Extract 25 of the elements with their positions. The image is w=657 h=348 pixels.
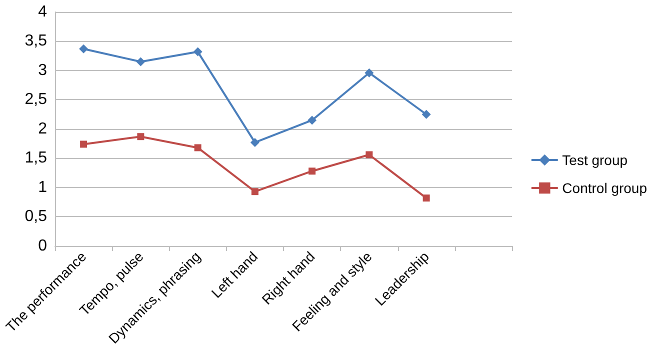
point	[193, 47, 202, 56]
point	[422, 194, 430, 202]
legend-label: Test group	[562, 152, 628, 168]
point	[137, 133, 144, 140]
point	[79, 44, 88, 54]
y-tick-label: 1	[38, 179, 48, 196]
point	[136, 57, 146, 66]
point	[364, 68, 374, 78]
y-tick-label: 1,5	[24, 150, 48, 167]
point	[366, 151, 373, 158]
y-tick-label: 3,5	[24, 32, 48, 50]
y-tick-label: 0,5	[24, 208, 48, 226]
point	[308, 116, 317, 125]
y-tick-label: 2	[38, 120, 48, 138]
y-tick-label: 2,5	[24, 91, 48, 108]
point	[250, 138, 260, 147]
point	[194, 144, 202, 152]
point	[308, 168, 316, 175]
y-tick-label: 4	[38, 4, 48, 20]
point	[80, 140, 88, 148]
legend-label: Control group	[562, 180, 648, 196]
y-tick-label: 3	[38, 62, 48, 79]
y-tick-label: 0	[38, 238, 48, 254]
point	[251, 188, 258, 196]
point	[422, 110, 431, 119]
